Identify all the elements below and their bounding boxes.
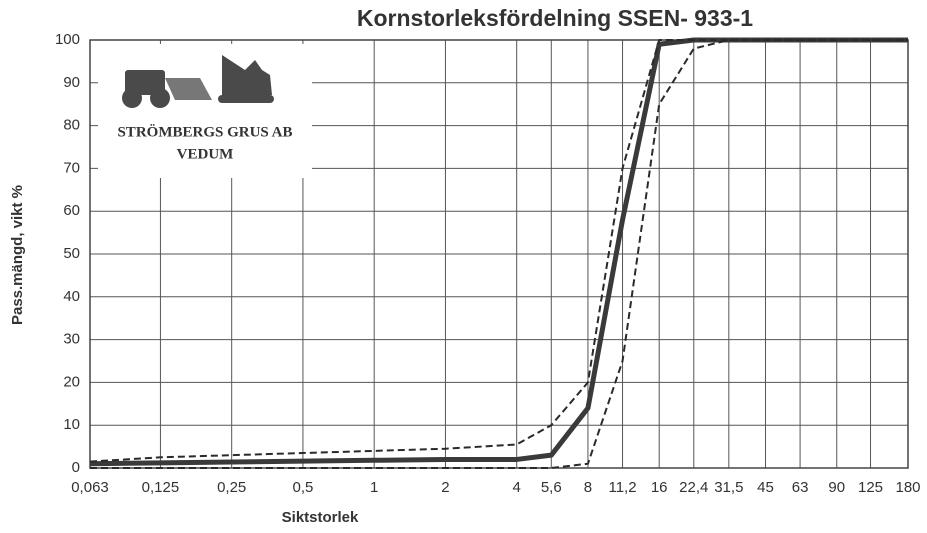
- series-line: [89, 39, 908, 463]
- series-line: [89, 37, 908, 467]
- x-tick-label: 63: [792, 479, 809, 496]
- y-tick-label: 100: [55, 31, 80, 48]
- y-tick-label: 50: [63, 245, 80, 262]
- logo-background: [98, 44, 312, 178]
- x-tick-label: 31,5: [714, 479, 743, 496]
- x-axis-label: Siktstorlek: [282, 509, 359, 526]
- y-tick-label: 80: [63, 117, 80, 134]
- x-tick-label: 16: [651, 479, 668, 496]
- y-tick-label: 60: [63, 202, 80, 219]
- x-tick-label: 22,4: [679, 479, 708, 496]
- y-tick-label: 30: [63, 331, 80, 348]
- y-tick-label: 70: [63, 159, 80, 176]
- logo-text: STRÖMBERGS GRUS AB: [117, 123, 292, 140]
- y-tick-label: 0: [72, 459, 80, 476]
- x-tick-label: 180: [895, 479, 920, 496]
- series-line: [90, 39, 908, 469]
- x-tick-label: 8: [584, 479, 592, 496]
- y-tick-label: 20: [63, 373, 80, 390]
- y-tick-label: 40: [63, 288, 80, 305]
- y-axis-label: Pass.mängd, vikt %: [9, 185, 26, 325]
- x-tick-label: 5,6: [541, 479, 562, 496]
- x-tick-label: 90: [828, 479, 845, 496]
- x-tick-label: 0,25: [217, 479, 246, 496]
- x-tick-label: 45: [757, 479, 774, 496]
- y-tick-label: 10: [63, 416, 80, 433]
- plot-area: 0 10 20 30 40 50 60 70 80 90 100 0,063 0,125 0,25 0,5 1…: [55, 31, 921, 496]
- x-tick-label: 0,125: [142, 479, 180, 496]
- x-tick-label: 0,063: [71, 479, 109, 496]
- logo-text: VEDUM: [177, 146, 234, 162]
- x-tick-label: 4: [513, 479, 521, 496]
- chart-title: Kornstorleksfördelning SSEN- 933-1: [357, 5, 753, 31]
- x-tick-label: 125: [858, 479, 883, 496]
- x-tick-label: 0,5: [293, 479, 314, 496]
- x-tick-label: 11,2: [608, 479, 636, 496]
- x-tick-label: 2: [441, 479, 449, 496]
- logo-machines: [122, 55, 274, 108]
- y-tick-label: 90: [63, 74, 80, 91]
- x-tick-label: 1: [370, 479, 378, 496]
- logo: STRÖMBERGS GRUS AB VEDUM: [98, 44, 312, 178]
